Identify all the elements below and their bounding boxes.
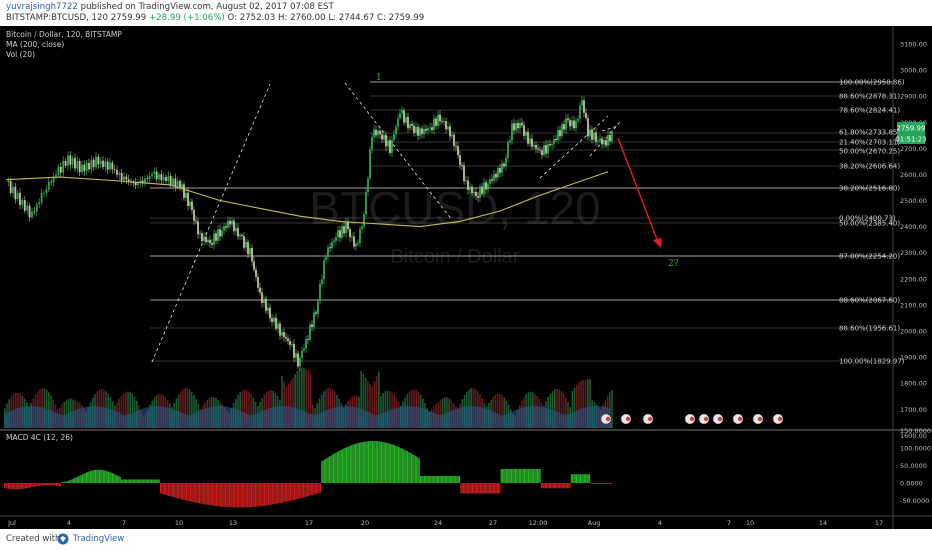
price-tick: 1600.00: [900, 432, 927, 440]
chart-area[interactable]: BTCUSD, 120 Bitcoin / Dollar 100.00%(295…: [0, 26, 932, 529]
publish-info: published on TradingView.com, August 02,…: [80, 2, 334, 12]
date-tick: 10: [175, 519, 183, 527]
fib-label: 50.00%(2670.25): [839, 148, 900, 156]
date-tick: Aug: [588, 519, 601, 527]
date-tick: 4: [658, 519, 662, 527]
macd-tick: -50.0000: [900, 497, 929, 505]
fib-label: 88.60%(1956.61): [839, 325, 900, 333]
chart-legend: Bitcoin / Dollar, 120, BITSTAMP MA (200,…: [6, 30, 122, 60]
price-tick: 2000.00: [900, 327, 927, 335]
wave-1-label: 1: [376, 73, 382, 83]
price-tick: 1900.00: [900, 354, 927, 362]
price-tick: 1800.00: [900, 380, 927, 388]
fib-label: 61.80%(2733.85): [839, 129, 900, 137]
fib-label: 88.60%(2878.31): [839, 93, 900, 101]
macd-histogram: [4, 441, 613, 508]
price-tick: 2400.00: [900, 223, 927, 231]
legend-ma: MA (200, close): [6, 40, 65, 49]
created-with-label: Created with: [6, 534, 61, 544]
price-tick: 3000.00: [900, 67, 927, 75]
current-price-value: 2759.99: [897, 125, 926, 133]
price-tick: 2900.00: [900, 93, 927, 101]
macd-tick: 0.0000: [900, 480, 923, 488]
date-tick: 20: [361, 519, 369, 527]
fib-label: 38.20%(2516.80): [839, 185, 900, 193]
date-tick: 7: [122, 519, 126, 527]
tradingview-brand-link[interactable]: TradingView: [73, 534, 125, 544]
price-tick: 2700.00: [900, 145, 927, 153]
last-price: 2759.99: [110, 13, 147, 23]
trendline-drawings: [151, 82, 621, 363]
macd-tick: 150.0000: [900, 427, 931, 435]
date-axis[interactable]: Jul 4 7 10 13 17 20 24 27 12:00 Aug 4 7 10 14 17: [7, 519, 883, 527]
date-tick: 12:00: [529, 519, 548, 527]
fib-label: 88.60%(2067.60): [839, 297, 900, 305]
date-tick: 7: [727, 519, 731, 527]
macd-tick: 100.0000: [900, 445, 931, 453]
ohlc-values: O: 2752.03 H: 2760.00 L: 2744.67 C: 2759…: [227, 13, 425, 23]
price-tick: 2300.00: [900, 249, 927, 257]
price-axis[interactable]: 3100.003000.002900.002800.002700.002600.…: [900, 41, 927, 440]
date-tick: Jul: [7, 519, 16, 527]
volume-bars: [4, 367, 613, 428]
ma-line: [5, 171, 609, 228]
footer: Created with TradingView: [0, 529, 932, 550]
date-tick: 24: [434, 519, 442, 527]
date-tick: 13: [229, 519, 237, 527]
price-tick: 2200.00: [900, 275, 927, 283]
price-tick: 2500.00: [900, 197, 927, 205]
date-tick: 14: [819, 519, 827, 527]
legend-title: Bitcoin / Dollar, 120, BITSTAMP: [6, 30, 122, 39]
macd-tick: 50.0000: [900, 462, 927, 470]
fib-label: 87.00%(2254.20): [839, 253, 900, 261]
chart-canvas[interactable]: BTCUSD, 120 Bitcoin / Dollar 100.00%(295…: [0, 26, 932, 529]
watermark-name: Bitcoin / Dollar: [391, 246, 520, 268]
date-tick: 27: [489, 519, 497, 527]
change-value: +28.99 (+1.06%): [148, 13, 225, 23]
fib-label: 0.00%(2400.73): [839, 215, 896, 223]
symbol-label: BITSTAMP:BTCUSD, 120: [6, 13, 108, 23]
bar-countdown: 01:51:23: [895, 136, 926, 144]
fib-label: 100.00%(1829.97): [839, 358, 905, 366]
fib-label: 78.60%(2824.41): [839, 107, 900, 115]
current-price-tag: 2759.99 01:51:23: [895, 122, 927, 144]
target-label: 2?: [668, 259, 679, 269]
fib-label: 50.00%(2385.40): [839, 220, 900, 228]
event-markers[interactable]: [600, 413, 784, 425]
fib-label: 100.00%(2950.86): [839, 79, 905, 87]
fib-label: 21.40%(2703.11): [839, 139, 900, 147]
author-link[interactable]: yuvrajsingh7722: [6, 2, 78, 12]
macd-legend: MACD 4C (12, 26): [6, 433, 73, 442]
price-tick: 3100.00: [900, 41, 927, 49]
price-tick: 2600.00: [900, 171, 927, 179]
price-tick: 2100.00: [900, 301, 927, 309]
fib-label: 38.20%(2606.64): [839, 163, 900, 171]
date-tick: 17: [875, 519, 883, 527]
forecast-arrow: [617, 137, 662, 248]
date-tick: 17: [305, 519, 313, 527]
date-tick: 4: [67, 519, 71, 527]
fib-levels: 100.00%(2950.86) 88.60%(2878.31) 78.60%(28…: [150, 79, 905, 366]
macd-axis[interactable]: 150.0000 100.0000 50.0000 0.0000 -50.0000: [900, 427, 931, 505]
candlesticks: [7, 95, 613, 371]
tradingview-logo-icon: [57, 533, 69, 545]
date-tick: 10: [746, 519, 754, 527]
legend-vol: Vol (20): [6, 50, 36, 59]
publish-header: yuvrajsingh7722 published on TradingView…: [0, 0, 932, 26]
price-tick: 1700.00: [900, 406, 927, 414]
